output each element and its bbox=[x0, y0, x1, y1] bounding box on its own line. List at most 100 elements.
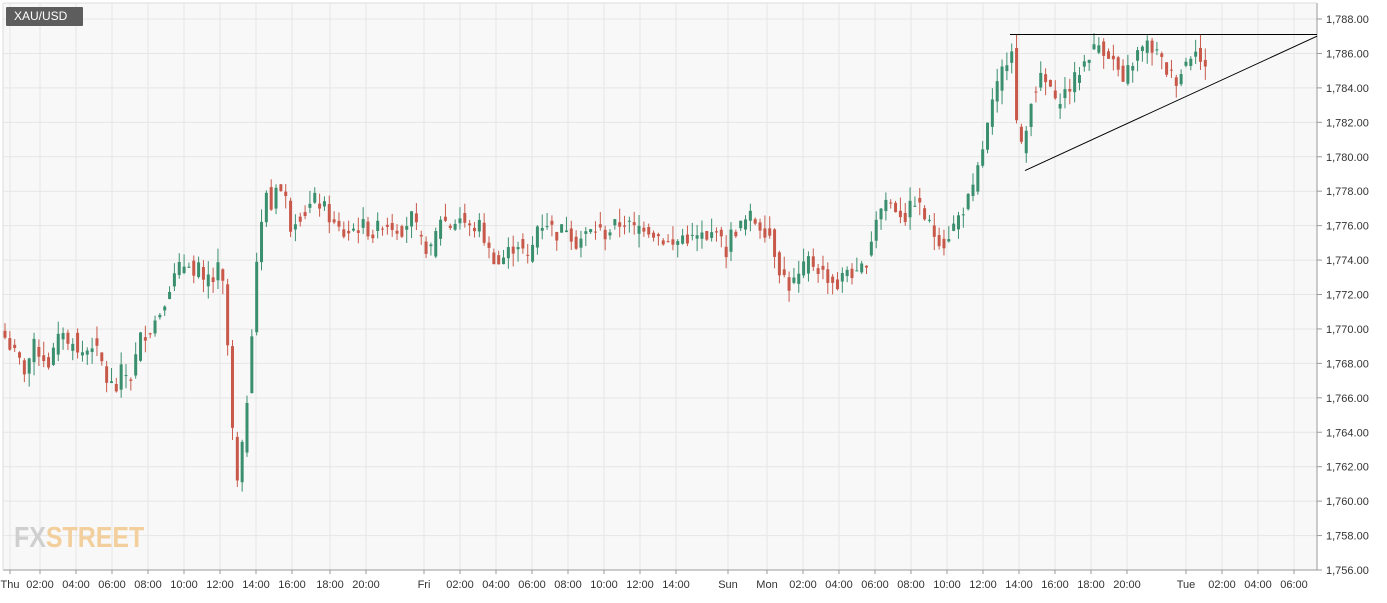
candle-body bbox=[216, 262, 220, 281]
candle-body bbox=[42, 355, 46, 362]
candle-body bbox=[264, 192, 268, 223]
candle-body bbox=[124, 375, 128, 377]
candle-body bbox=[613, 219, 617, 226]
candle-body bbox=[608, 232, 612, 236]
candle-body bbox=[390, 223, 394, 231]
candle-body bbox=[1179, 74, 1183, 85]
candle-body bbox=[835, 279, 839, 290]
candle-body bbox=[802, 261, 806, 276]
candle-body bbox=[114, 384, 118, 392]
candle-body bbox=[356, 230, 360, 233]
candle-body bbox=[705, 231, 709, 240]
candle-body bbox=[598, 224, 602, 228]
candle-body bbox=[986, 122, 990, 150]
candle-body bbox=[477, 219, 481, 232]
candle-body bbox=[51, 347, 55, 365]
candle-body bbox=[550, 220, 554, 225]
x-tick-label: 02:00 bbox=[26, 579, 54, 591]
candle-body bbox=[792, 277, 796, 283]
candle-body bbox=[637, 225, 641, 234]
fxstreet-logo: FXSTREET bbox=[14, 522, 144, 555]
candle-body bbox=[327, 204, 331, 223]
candle-body bbox=[1068, 88, 1072, 92]
candle-body bbox=[952, 223, 956, 231]
x-tick-label: 10:00 bbox=[933, 579, 961, 591]
candle-body bbox=[443, 216, 447, 221]
candle-body bbox=[468, 223, 472, 226]
candle-body bbox=[1034, 91, 1038, 93]
candle-body bbox=[511, 246, 515, 254]
candle-body bbox=[1048, 79, 1052, 87]
y-tick-label: 1,780.00 bbox=[1326, 152, 1369, 164]
candle-body bbox=[260, 221, 264, 263]
candle-body bbox=[555, 231, 559, 241]
x-tick-label: 04:00 bbox=[1244, 579, 1272, 591]
candle-body bbox=[927, 219, 931, 221]
candle-body bbox=[811, 256, 815, 267]
candle-body bbox=[332, 219, 336, 223]
candle-body bbox=[201, 266, 205, 280]
candle-body bbox=[419, 234, 423, 237]
candle-body bbox=[1140, 46, 1144, 52]
x-tick-label: 04:00 bbox=[482, 579, 510, 591]
candle-body bbox=[395, 230, 399, 234]
candle-body bbox=[1019, 126, 1023, 142]
candle-body bbox=[661, 240, 665, 245]
candle-body bbox=[76, 332, 80, 353]
candle-body bbox=[531, 244, 535, 262]
candle-body bbox=[1063, 89, 1067, 99]
candle-body bbox=[1010, 51, 1014, 63]
candle-body bbox=[1029, 103, 1033, 127]
candle-body bbox=[269, 187, 273, 210]
candle-body bbox=[1150, 40, 1154, 53]
candle-body bbox=[884, 199, 888, 212]
y-tick-label: 1,766.00 bbox=[1326, 393, 1369, 405]
candle-body bbox=[250, 336, 254, 394]
candle-body bbox=[787, 277, 791, 291]
y-tick-label: 1,776.00 bbox=[1326, 221, 1369, 233]
candle-body bbox=[453, 223, 457, 230]
y-tick-label: 1,778.00 bbox=[1326, 186, 1369, 198]
candle-body bbox=[80, 352, 84, 356]
candle-body bbox=[109, 381, 113, 384]
candle-body bbox=[342, 229, 346, 237]
candle-body bbox=[758, 222, 762, 231]
candle-body bbox=[221, 269, 225, 281]
candle-body bbox=[981, 149, 985, 166]
x-tick-label: 14:00 bbox=[1005, 579, 1033, 591]
candle-body bbox=[1077, 75, 1081, 83]
candle-body bbox=[27, 358, 31, 374]
candle-body bbox=[826, 269, 830, 283]
candle-body bbox=[139, 332, 143, 361]
candle-body bbox=[821, 265, 825, 270]
candle-body bbox=[85, 350, 89, 355]
candle-body bbox=[197, 262, 201, 277]
logo-part-street: STREET bbox=[45, 522, 145, 554]
candle-body bbox=[448, 225, 452, 228]
x-tick-label: Fri bbox=[418, 579, 431, 591]
candle-body bbox=[22, 360, 26, 375]
candle-body bbox=[1145, 40, 1149, 53]
candle-body bbox=[1092, 44, 1096, 50]
candle-body bbox=[274, 187, 278, 209]
candle-body bbox=[492, 252, 496, 265]
candle-body bbox=[579, 238, 583, 248]
x-tick-label: 02:00 bbox=[446, 579, 474, 591]
candle-body bbox=[1053, 90, 1057, 99]
candle-body bbox=[564, 230, 568, 233]
candle-body bbox=[545, 226, 549, 228]
candle-body bbox=[371, 234, 375, 239]
candle-body bbox=[318, 203, 322, 209]
candle-body bbox=[526, 254, 530, 256]
x-tick-label: Sun bbox=[718, 579, 738, 591]
candle-body bbox=[1024, 130, 1028, 154]
candle-body bbox=[13, 344, 17, 349]
candle-body bbox=[405, 226, 409, 230]
candle-body bbox=[516, 247, 520, 250]
candle-body bbox=[685, 234, 689, 244]
candle-body bbox=[898, 210, 902, 218]
candle-body bbox=[1087, 59, 1091, 63]
x-tick-label: 10:00 bbox=[170, 579, 198, 591]
